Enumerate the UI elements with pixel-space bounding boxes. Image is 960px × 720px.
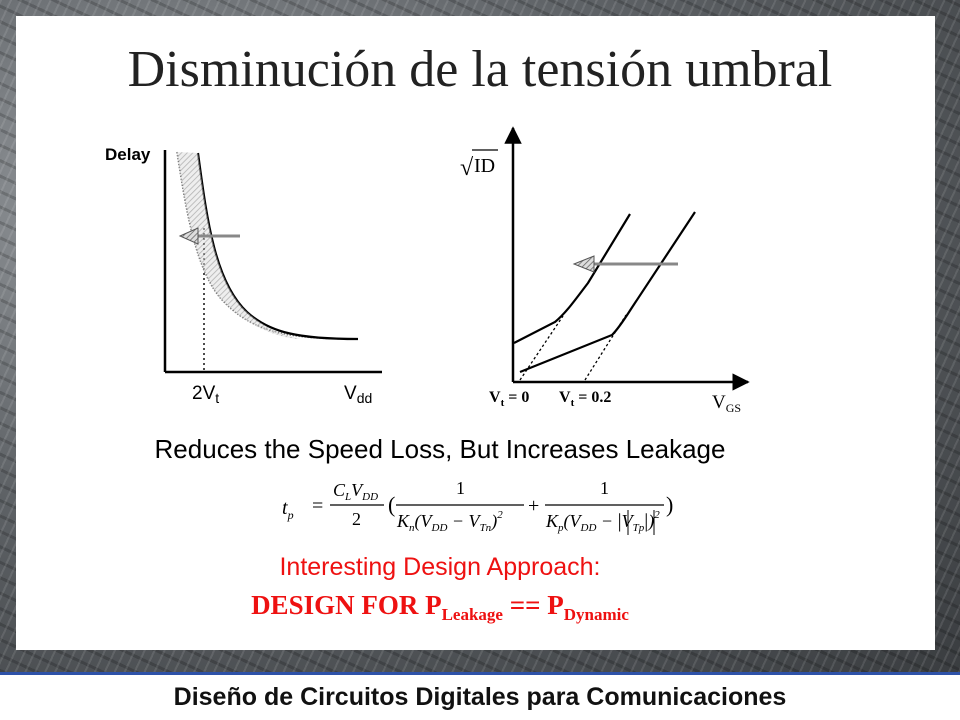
eq-frac2-numerator: 1 (456, 478, 465, 498)
vt-zero-label: Vt = 0 (489, 389, 529, 409)
eq-frac1-numerator: CLVDD (333, 480, 378, 503)
eq-close-paren: ) (666, 492, 673, 517)
left-speed-loss-arrowhead (178, 227, 199, 245)
eq-lhs: tp (282, 497, 294, 522)
eq-plus: + (528, 495, 539, 517)
current-curve-vt-zero (513, 213, 631, 344)
footer-rule (0, 672, 960, 675)
left-x-axis-label: Vdd (344, 383, 372, 406)
right-y-axis-sqrt-symbol: √ (460, 155, 474, 181)
slide-title: Disminución de la tensión umbral (127, 41, 833, 98)
design-for-statement: DESIGN FOR PLeakage == PDynamic (0, 590, 880, 625)
extrapolation-vt-point-two (584, 314, 627, 381)
delay-curve-high-vt (196, 152, 359, 341)
right-x-axis-label: VGS (712, 392, 741, 415)
right-threshold-shift-arrowhead (572, 255, 595, 273)
dynamic-subscript: Dynamic (563, 605, 629, 624)
left-y-axis-label: Delay (105, 145, 151, 164)
eq-equals: = (312, 495, 323, 517)
eq-frac2-denominator: Kn(VDD − VTn)2 (396, 509, 503, 534)
eq-frac3-denominator: Kp(VDD − |VTp|)2 (545, 509, 660, 534)
design-approach-label: Interesting Design Approach: (279, 553, 601, 581)
speed-loss-caption: Reduces the Speed Loss, But Increases Le… (154, 434, 726, 464)
design-for-operator: == P (502, 590, 564, 620)
leakage-subscript: Leakage (441, 605, 503, 624)
twice-vt-marker-label: 2Vt (192, 383, 219, 406)
vt-point-two-label: Vt = 0.2 (559, 389, 611, 409)
eq-frac3-numerator: 1 (600, 478, 609, 498)
eq-frac1-denominator: 2 (352, 509, 361, 529)
right-y-axis-label: ID (474, 155, 495, 177)
sqrt-id-vs-vgs-plot: √ ID VGS Vt = 0 Vt = 0.2 (460, 126, 750, 415)
current-curve-vt-point-two (519, 211, 696, 374)
design-for-prefix: DESIGN FOR P (251, 590, 442, 620)
eq-open-paren: ( (388, 492, 395, 517)
slide-content-panel (16, 16, 935, 650)
delay-equation: tp = CLVDD 2 ( 1 Kn(VDD − VTn)2 + 1 Kp(V… (282, 478, 673, 535)
course-footer: Diseño de Circuitos Digitales para Comun… (173, 683, 787, 711)
delay-curve-gap-hatch (177, 152, 300, 339)
delay-vs-vdd-plot: Delay Vdd 2Vt (105, 145, 382, 406)
